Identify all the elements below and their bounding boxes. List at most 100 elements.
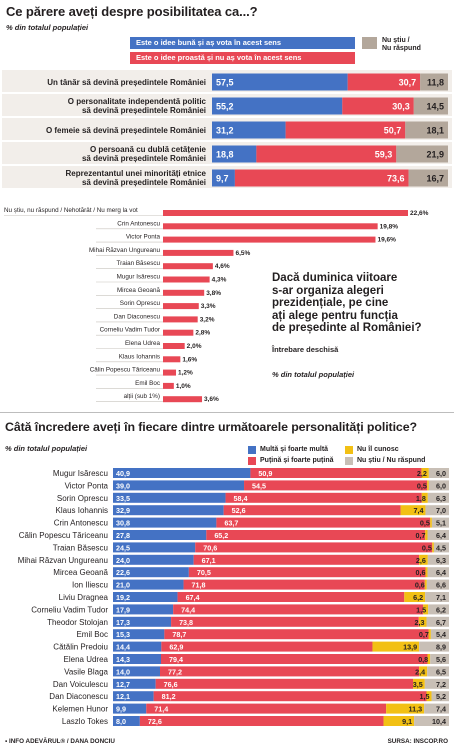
bar	[163, 263, 213, 270]
bar-segment	[212, 121, 286, 139]
data-label: 6,5	[436, 667, 446, 676]
data-label: 59,3	[375, 150, 393, 160]
legend-dk3-swatch	[345, 457, 353, 465]
data-label: 6,0	[436, 481, 446, 490]
category-label: Victor Ponta	[126, 234, 161, 241]
bar-segment	[433, 542, 449, 553]
bar-segment	[418, 616, 427, 627]
data-label: 6,0	[436, 469, 446, 478]
bar-segment	[413, 678, 425, 689]
category-label: Kelemen Hunor	[52, 705, 108, 714]
data-label: 22,6	[116, 568, 130, 577]
section1-subtitle: % din totalul populației	[6, 23, 89, 32]
bar-segment	[223, 505, 401, 516]
bar-segment	[193, 554, 420, 565]
bar-segment	[430, 629, 449, 640]
category-label: să devină președintele României	[82, 154, 206, 163]
bar-segment	[216, 517, 431, 528]
bar-segment	[113, 666, 160, 677]
category-label: Călin Popescu Tăriceanu	[19, 531, 108, 540]
data-label: 11,3	[409, 705, 423, 714]
data-label: 19,8%	[380, 223, 399, 230]
bar-segment	[432, 542, 434, 553]
bar-segment	[113, 554, 194, 565]
category-label: Corneliu Vadim Tudor	[31, 605, 108, 614]
section3-title: Câtă încredere aveți în fiecare dintre u…	[5, 420, 417, 434]
data-label: 0,6	[416, 568, 426, 577]
category-label: O persoană cu dublă cetățenie	[90, 145, 207, 154]
bar-segment	[171, 616, 419, 627]
data-label: 52,6	[232, 506, 246, 515]
bar-segment	[113, 616, 172, 627]
data-label: 63,7	[224, 519, 238, 528]
bar-segment	[113, 716, 140, 726]
data-label: 21,9	[426, 150, 444, 160]
bar-segment	[155, 678, 414, 689]
bar	[163, 356, 181, 363]
data-label: 73,8	[179, 618, 193, 627]
bar-segment	[421, 492, 428, 503]
bar-segment	[414, 716, 449, 726]
data-label: 0,7	[419, 630, 429, 639]
category-label: Sorin Oprescu	[57, 494, 108, 503]
bar	[163, 329, 194, 336]
data-label: 70,5	[197, 568, 211, 577]
bar-segment	[413, 97, 448, 115]
category-label: Dan Voiculescu	[53, 680, 108, 689]
data-label: 24,5	[116, 543, 130, 552]
data-label: 30,7	[399, 78, 417, 88]
data-label: 65,2	[214, 531, 228, 540]
data-label: 73,6	[387, 174, 405, 184]
data-label: 1,8	[416, 494, 426, 503]
data-label: 22,6%	[410, 210, 429, 217]
data-label: 14,3	[116, 655, 130, 664]
bar-segment	[430, 517, 432, 528]
bar-segment	[426, 579, 449, 590]
data-label: 40,9	[116, 469, 130, 478]
bar-segment	[146, 703, 387, 714]
data-label: 2,0%	[187, 343, 202, 350]
data-label: 67,1	[202, 556, 216, 565]
bar-segment	[113, 678, 156, 689]
data-label: 18,8	[216, 150, 234, 160]
data-label: 6,7	[436, 618, 446, 627]
data-label: 6,2	[436, 605, 446, 614]
data-label: 32,9	[116, 506, 130, 515]
category-label: Victor Ponta	[65, 481, 109, 490]
data-label: 71,8	[192, 581, 206, 590]
data-label: 0,5	[420, 519, 430, 528]
data-label: 30,3	[392, 102, 410, 112]
data-label: 6,3	[436, 494, 446, 503]
bar-segment	[427, 554, 449, 565]
category-label: Mihai Răzvan Ungureanu	[89, 247, 161, 254]
bar-segment	[428, 480, 449, 491]
bar-segment	[164, 629, 429, 640]
bar-segment	[161, 641, 373, 652]
bar-segment	[420, 73, 448, 91]
data-label: 18,1	[426, 126, 444, 136]
data-label: 57,5	[216, 78, 234, 88]
bar-segment	[250, 468, 422, 478]
data-label: 55,2	[216, 102, 234, 112]
category-label: Mugur Isărescu	[117, 274, 161, 281]
vote-subtitle: % din totalul populației	[272, 370, 355, 379]
category-label: Laszlo Tokes	[62, 717, 108, 726]
bar-segment	[206, 530, 426, 540]
data-label: 67,4	[186, 593, 200, 602]
bar-segment	[421, 468, 429, 478]
category-label: O femeie să devină președintele României	[46, 126, 206, 135]
data-label: 3,6%	[204, 396, 219, 403]
category-label: alții (sub 1%)	[124, 393, 160, 400]
data-label: 24,0	[116, 556, 130, 565]
data-label: 74,4	[181, 605, 195, 614]
legend-bad: Este o idee proastă și nu aș vota în ace…	[130, 52, 355, 64]
section1-title: Ce părere aveți despre posibilitatea ca.…	[6, 4, 258, 19]
legend-dk-label: Nu știu / Nu răspund	[382, 37, 421, 52]
data-label: 30,8	[116, 519, 130, 528]
legend-little-swatch	[248, 457, 256, 465]
data-label: 6,6	[436, 581, 446, 590]
category-label: Liviu Dragnea	[59, 593, 109, 602]
bar-segment	[419, 641, 449, 652]
bar	[163, 276, 210, 283]
bar-segment	[113, 505, 224, 516]
